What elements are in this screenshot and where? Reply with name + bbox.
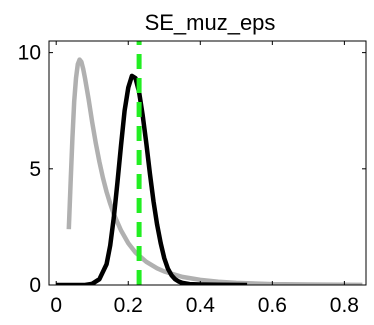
prior-line [66, 57, 363, 285]
posterior-line [56, 73, 248, 285]
x-tick-label: 0.6 [258, 294, 287, 317]
x-tick-label: 0.2 [114, 294, 143, 317]
chart-title: SE_muz_eps [145, 10, 276, 35]
y-tick-label: 10 [18, 42, 41, 65]
y-tick-label: 0 [29, 274, 41, 297]
y-tick-label: 5 [29, 158, 41, 181]
x-tick-label: 0 [50, 294, 62, 317]
plot-area [56, 41, 363, 285]
x-tick-label: 0.4 [186, 294, 216, 317]
x-tick-label: 0.8 [330, 294, 359, 317]
axes: 0 0.2 0.4 0.6 0.8 0 5 10 [18, 41, 366, 317]
plot-frame [48, 40, 367, 286]
